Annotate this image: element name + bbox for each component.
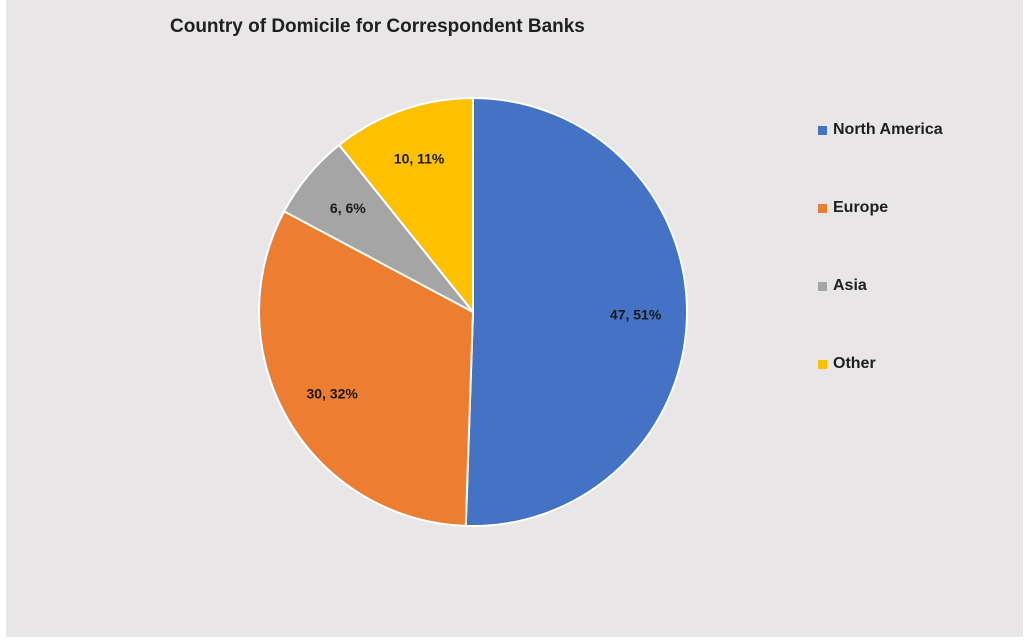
legend-item-asia: Asia <box>818 276 943 296</box>
legend-label: Europe <box>833 199 889 216</box>
legend-swatch <box>818 359 827 369</box>
legend-swatch <box>818 125 827 135</box>
legend-item-europe: Europe <box>818 198 943 218</box>
legend-label: Asia <box>833 277 867 294</box>
chart-area: Country of Domicile for Correspondent Ba… <box>6 0 1023 637</box>
legend-label: Other <box>833 355 876 372</box>
legend-item-other: Other <box>818 354 943 374</box>
slice-label-north-america: 47, 51% <box>610 307 662 323</box>
legend-swatch <box>818 281 827 291</box>
chart-title: Country of Domicile for Correspondent Ba… <box>170 16 585 37</box>
pie-slice-europe <box>258 209 475 527</box>
pie-slice-other <box>337 96 474 315</box>
slice-label-europe: 30, 32% <box>306 385 358 401</box>
legend-item-north-america: North America <box>818 120 943 140</box>
pie-chart: 47, 51% 30, 32% 6, 6% 10, 11% <box>258 96 688 527</box>
slice-label-other: 10, 11% <box>394 151 445 167</box>
pie-slice-north-america <box>464 96 688 527</box>
slice-label-asia: 6, 6% <box>330 200 366 216</box>
legend-swatch <box>818 203 827 213</box>
legend-label: North America <box>833 121 943 138</box>
legend: North America Europe Asia Other <box>818 120 943 432</box>
